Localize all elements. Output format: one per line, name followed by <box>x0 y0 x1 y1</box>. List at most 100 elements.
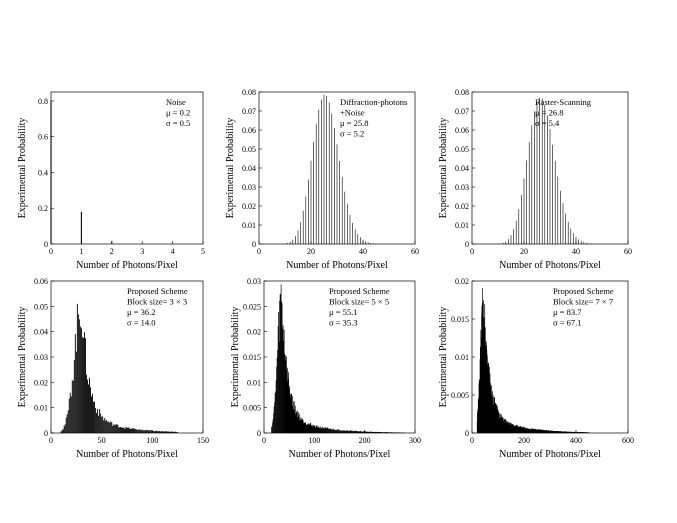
y-tick-label: 0.03 <box>34 353 48 362</box>
y-tick-label: 0.02 <box>455 202 469 211</box>
subplot-1: 0 1 2 3 4 5 0 0.2 0.4 0.6 0.8 Number of Photons/Pix… <box>17 91 205 271</box>
x-tick-label: 0 <box>470 436 474 445</box>
y-tick-label: 0.6 <box>38 133 48 142</box>
subplot-6: 0 200 400 600 0 0.005 0.01 0.015 0.02 Number of P… <box>438 277 634 460</box>
histogram-bars <box>279 94 382 244</box>
x-tick-label: 600 <box>622 436 634 445</box>
x-tick-label: 40 <box>572 247 580 256</box>
x-tick-label: 100 <box>146 436 158 445</box>
annotation-line: +Noise <box>340 108 365 118</box>
y-tick-label: 0.015 <box>243 353 261 362</box>
y-tick-label: 0 <box>465 240 469 249</box>
annotation-line: Block size= 7 × 7 <box>553 297 613 307</box>
histogram-bars <box>50 100 174 244</box>
y-tick-label: 0.2 <box>38 204 48 213</box>
annotation-line: σ = 35.3 <box>329 318 358 328</box>
x-tick-label: 3 <box>140 247 144 256</box>
y-tick-label: 0.02 <box>455 277 469 286</box>
y-tick-label: 0.02 <box>34 378 48 387</box>
x-tick-label: 100 <box>308 436 320 445</box>
annotation-line: σ = 5.2 <box>340 129 364 139</box>
histogram-bars <box>495 97 600 244</box>
x-tick-label: 0 <box>262 436 266 445</box>
annotation-line: μ = 25.8 <box>340 118 368 128</box>
y-tick-label: 0.005 <box>243 404 261 413</box>
y-tick-label: 0 <box>465 429 469 438</box>
x-tick-label: 4 <box>171 247 175 256</box>
y-tick-label: 0.04 <box>242 164 256 173</box>
y-tick-label: 0.8 <box>38 97 48 106</box>
annotation-line: Diffraction-photons <box>340 97 407 107</box>
y-tick-label: 0.05 <box>34 302 48 311</box>
x-tick-label: 20 <box>307 247 315 256</box>
y-tick-label: 0.025 <box>243 302 261 311</box>
annotation-line: μ = 0.2 <box>166 108 190 118</box>
annotation-line: Block size= 5 × 5 <box>329 297 389 307</box>
y-tick-label: 0.4 <box>38 168 48 177</box>
y-tick-label: 0.03 <box>247 277 261 286</box>
annotation-line: μ = 55.1 <box>329 307 357 317</box>
y-axis-label: Experimental Probability <box>17 307 28 408</box>
annotation-line: Block size= 3 × 3 <box>127 297 187 307</box>
annotation-line: μ = 26.8 <box>535 108 563 118</box>
x-tick-label: 400 <box>570 436 582 445</box>
annotation-line: Proposed Scheme <box>553 286 614 296</box>
y-tick-label: 0 <box>257 429 261 438</box>
x-tick-label: 200 <box>518 436 530 445</box>
subplot-5: 0 100 200 300 0 0.005 0.01 0.015 0.02 0.025 0.03 Nu… <box>230 277 421 460</box>
y-tick-label: 0.03 <box>455 183 469 192</box>
y-tick-label: 0 <box>44 240 48 249</box>
annotation-line: Raster-Scanning <box>535 97 592 107</box>
x-tick-label: 1 <box>79 247 83 256</box>
annotation-line: Proposed Scheme <box>127 286 188 296</box>
x-axis-label: Number of Photons/Pixel <box>286 260 388 271</box>
y-tick-label: 0.04 <box>455 164 469 173</box>
y-tick-label: 0.06 <box>242 126 256 135</box>
y-tick-label: 0.02 <box>242 202 256 211</box>
y-tick-label: 0.01 <box>34 404 48 413</box>
x-axis-label: Number of Photons/Pixel <box>289 449 391 460</box>
y-tick-label: 0 <box>252 240 256 249</box>
x-tick-label: 60 <box>411 247 419 256</box>
y-tick-label: 0.03 <box>242 183 256 192</box>
y-tick-label: 0.015 <box>451 315 469 324</box>
y-tick-label: 0.08 <box>242 88 256 97</box>
y-axis-label: Experimental Probability <box>230 307 241 408</box>
y-tick-label: 0.08 <box>455 88 469 97</box>
annotation-line: μ = 36.2 <box>127 307 155 317</box>
x-axis-label: Number of Photons/Pixel <box>76 449 178 460</box>
y-axis-label: Experimental Probability <box>438 307 449 408</box>
x-axis-label: Number of Photons/Pixel <box>499 449 601 460</box>
y-tick-label: 0.01 <box>455 221 469 230</box>
y-tick-label: 0.06 <box>34 277 48 286</box>
x-tick-label: 0 <box>49 436 53 445</box>
y-tick-label: 0.07 <box>455 107 469 116</box>
y-tick-label: 0.01 <box>247 378 261 387</box>
annotation-line: σ = 67.1 <box>553 318 582 328</box>
annotation-line: σ = 14.0 <box>127 318 156 328</box>
subplot-4: 0 50 100 150 0 0.01 0.02 0.03 0.04 0.05 0.06 Number… <box>17 277 209 460</box>
y-axis-label: Experimental Probability <box>225 118 236 219</box>
y-tick-label: 0.06 <box>455 126 469 135</box>
x-tick-label: 0 <box>257 247 261 256</box>
x-tick-label: 0 <box>49 247 53 256</box>
y-tick-label: 0.05 <box>455 145 469 154</box>
subplot-3: 0 20 40 60 0 0.01 0.02 0.03 0.04 0.05 0.06 0.07 0.08… <box>438 88 632 271</box>
histogram-bars <box>60 303 179 433</box>
y-tick-label: 0.05 <box>242 145 256 154</box>
x-axis-label: Number of Photons/Pixel <box>76 260 178 271</box>
annotation-line: Noise <box>166 97 186 107</box>
x-tick-label: 60 <box>624 247 632 256</box>
y-tick-label: 0.01 <box>242 221 256 230</box>
y-tick-label: 0.005 <box>451 391 469 400</box>
annotation-line: σ = 0.5 <box>166 118 190 128</box>
x-tick-label: 5 <box>201 247 205 256</box>
y-axis-label: Experimental Probability <box>438 118 449 219</box>
x-tick-label: 40 <box>359 247 367 256</box>
y-tick-label: 0.02 <box>247 328 261 337</box>
y-tick-label: 0 <box>44 429 48 438</box>
x-tick-label: 300 <box>409 436 421 445</box>
x-tick-label: 50 <box>98 436 106 445</box>
histogram-bars <box>476 288 590 433</box>
